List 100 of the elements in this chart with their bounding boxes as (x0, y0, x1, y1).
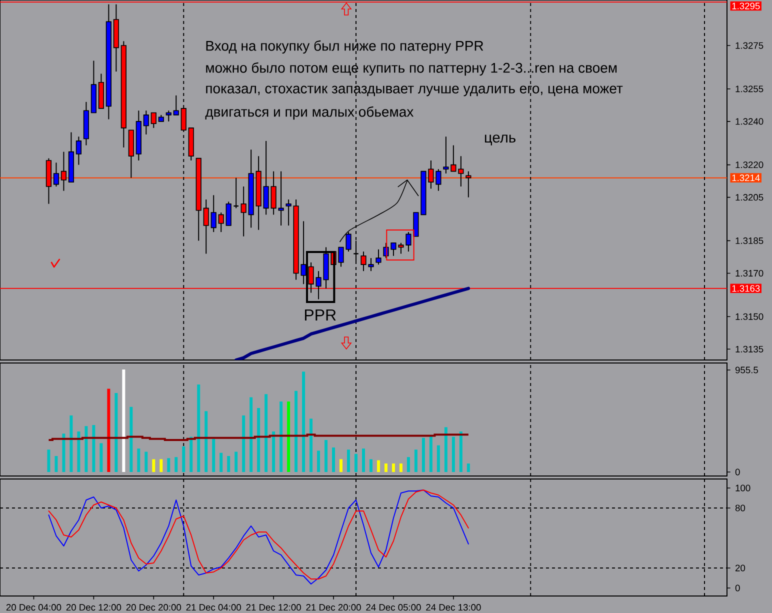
bar (152, 459, 156, 472)
ref-line-label: 1.3163 (732, 285, 760, 292)
bar (436, 445, 440, 472)
annotation: Вход на покупку был ниже по патерну PPR (206, 40, 484, 54)
bar (280, 402, 283, 472)
bar (190, 436, 193, 472)
bar (332, 447, 336, 472)
bar (347, 450, 350, 472)
bar (122, 370, 126, 472)
bar (452, 436, 455, 472)
bar (376, 460, 380, 472)
annotation: показал, стохастик запаздывает лучше удалить его, цена может (206, 86, 623, 96)
candlestick (226, 201, 232, 226)
x-tick-label: 20 Dec 12:00 (66, 604, 122, 611)
bar (204, 411, 208, 472)
candlestick (263, 140, 269, 216)
y-tick-label: 1.3220 (736, 162, 764, 168)
bar (362, 448, 365, 472)
bar (392, 463, 395, 472)
x-tick-label: 21 Dec 12:00 (246, 604, 301, 611)
annotation: цель (484, 134, 516, 146)
bar (54, 456, 58, 472)
candlestick (458, 156, 464, 187)
x-tick-label: 21 Dec 04:00 (186, 604, 241, 611)
bar (92, 425, 96, 472)
y-tick-label: 80 (735, 504, 746, 512)
bar (444, 427, 448, 472)
y-tick-label: 20 (735, 564, 746, 572)
bar (70, 415, 73, 472)
bar (167, 458, 170, 472)
candlestick (76, 136, 82, 166)
y-tick-label: 1.3240 (736, 118, 764, 125)
bar (84, 426, 88, 472)
x-tick-label: 20 Dec 04:00 (6, 604, 62, 611)
x-tick-label: 24 Dec 13:00 (426, 604, 481, 611)
bar (264, 394, 268, 472)
bar (406, 457, 410, 472)
annotation: можно было потом еще купить по паттерну 1-2-3...ren на своем (206, 62, 617, 76)
bar (257, 408, 260, 472)
bar (369, 459, 372, 472)
bar (144, 452, 148, 472)
bar (302, 372, 306, 472)
y-tick-label: 0 (735, 584, 740, 592)
candlestick (143, 110, 149, 135)
candlestick (270, 170, 276, 216)
bar (466, 463, 470, 472)
bar (77, 431, 80, 472)
candlestick (150, 112, 156, 128)
x-tick-label: 21 Dec 20:00 (306, 604, 361, 611)
y-tick-label: 1.3185 (736, 237, 764, 244)
bar (340, 459, 343, 472)
bar (212, 438, 216, 472)
bar (137, 448, 140, 472)
bar (272, 431, 276, 472)
y-tick-label: 1.3255 (736, 86, 764, 92)
bar (422, 438, 425, 472)
bar (62, 434, 66, 472)
candlestick (443, 136, 449, 174)
bar (197, 384, 200, 472)
bar (100, 443, 103, 472)
candlestick (173, 94, 179, 116)
bar (459, 431, 462, 472)
ref-line-label: 1.3214 (732, 174, 760, 182)
y-tick-label: 100 (736, 484, 750, 492)
candlestick (450, 144, 456, 172)
bar (242, 415, 246, 472)
y-tick-label: 0 (735, 468, 740, 476)
candlestick (60, 151, 67, 192)
annotation: двигаться и при малых обьемах (205, 106, 414, 120)
bar (384, 463, 388, 472)
bar (414, 450, 418, 472)
ref-line-label: 1.3295 (732, 2, 760, 10)
bar (294, 390, 298, 472)
bar (429, 436, 432, 472)
y-tick-label: 1.3205 (736, 194, 764, 201)
candlestick (376, 248, 382, 266)
y-tick-label: 1.3170 (736, 270, 764, 277)
bar (47, 450, 50, 472)
candlestick (210, 194, 216, 233)
bar (234, 452, 238, 472)
candlestick (203, 199, 209, 254)
candlestick (53, 162, 60, 187)
bar (220, 452, 223, 472)
y-tick-label: 1.3135 (736, 346, 764, 352)
annotation: PPR (304, 309, 336, 320)
bar (174, 457, 178, 472)
bar (287, 402, 290, 472)
y-tick-label: 1.3150 (736, 313, 764, 320)
bar (114, 392, 118, 472)
candlestick (218, 212, 224, 233)
y-tick-label: 1.3275 (736, 42, 764, 49)
candlestick (166, 110, 172, 122)
bar (107, 388, 110, 472)
candlestick (240, 186, 246, 237)
bar (160, 459, 163, 472)
y-tick-label: 955.5 (735, 366, 758, 374)
bar (130, 406, 133, 472)
bar (250, 397, 253, 472)
bar (227, 456, 230, 472)
bar (317, 450, 320, 472)
